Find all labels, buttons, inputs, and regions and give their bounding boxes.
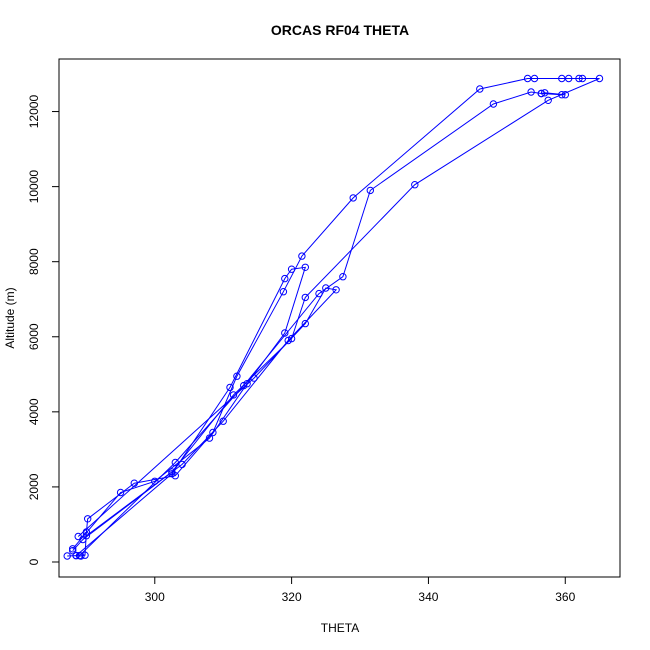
data-point-0-3 bbox=[81, 551, 89, 559]
data-point-3-0 bbox=[75, 551, 84, 560]
data-point-0-26 bbox=[168, 468, 176, 476]
data-point-0-21 bbox=[544, 96, 552, 105]
data-point-3-10 bbox=[561, 91, 569, 99]
data-point-0-23 bbox=[301, 293, 309, 302]
data-point-0-16 bbox=[558, 74, 566, 83]
data-point-2-6 bbox=[219, 417, 227, 425]
x-tick-label-1: 320 bbox=[282, 590, 302, 604]
series-line-1 bbox=[72, 266, 307, 556]
x-axis: 300 320 340 360 bbox=[145, 577, 576, 604]
data-point-0-8 bbox=[209, 428, 217, 437]
y-tick-label-6: 12000 bbox=[27, 95, 41, 129]
data-point-0-14 bbox=[523, 74, 532, 83]
data-point-0-17 bbox=[565, 74, 573, 83]
x-tick-label-3: 360 bbox=[555, 590, 575, 604]
data-point-2-1 bbox=[250, 374, 258, 382]
data-point-1-6 bbox=[301, 263, 309, 271]
data-point-0-18 bbox=[575, 74, 583, 83]
data-point-0-28 bbox=[69, 547, 77, 555]
y-tick-label-1: 2000 bbox=[27, 473, 41, 500]
y-axis-label: Altitude (m) bbox=[3, 287, 17, 348]
data-point-3-6 bbox=[489, 100, 498, 108]
data-point-3-5 bbox=[366, 186, 374, 195]
data-point-0-11 bbox=[298, 252, 306, 260]
y-tick-label-4: 8000 bbox=[27, 248, 41, 275]
data-point-2-2 bbox=[301, 319, 309, 328]
data-point-0-10 bbox=[279, 288, 288, 296]
data-point-3-1 bbox=[171, 458, 180, 467]
data-point-0-15 bbox=[530, 74, 539, 83]
data-point-1-11 bbox=[72, 551, 80, 560]
y-axis: 0 2000 4000 6000 8000 10000 12000 bbox=[27, 95, 59, 565]
data-point-0-25 bbox=[229, 391, 238, 399]
data-point-1-7 bbox=[287, 265, 296, 273]
y-tick-label-2: 4000 bbox=[27, 398, 41, 425]
data-point-0-19 bbox=[578, 74, 587, 83]
y-tick-label-5: 10000 bbox=[27, 170, 41, 204]
data-point-3-2 bbox=[240, 381, 248, 390]
x-axis-label: THETA bbox=[321, 621, 359, 635]
data-point-3-7 bbox=[527, 88, 535, 96]
x-tick-label-2: 340 bbox=[418, 590, 438, 604]
y-tick-label-3: 6000 bbox=[27, 323, 41, 350]
data-point-2-3 bbox=[322, 284, 330, 292]
chart-title: ORCAS RF04 THETA bbox=[271, 22, 409, 38]
data-point-3-3 bbox=[315, 289, 323, 298]
data-point-0-22 bbox=[411, 181, 419, 189]
data-point-3-4 bbox=[339, 273, 347, 281]
x-tick-label-0: 300 bbox=[145, 590, 165, 604]
data-point-1-5 bbox=[281, 329, 289, 337]
data-point-3-12 bbox=[537, 89, 545, 98]
data-point-1-1 bbox=[116, 488, 125, 497]
data-point-1-10 bbox=[168, 470, 176, 478]
data-point-1-0 bbox=[69, 545, 77, 553]
y-tick-label-0: 0 bbox=[27, 558, 41, 565]
data-point-0-20 bbox=[595, 74, 604, 83]
data-point-3-11 bbox=[541, 89, 549, 97]
data-point-0-12 bbox=[349, 194, 357, 202]
series-group bbox=[63, 74, 604, 560]
data-point-2-5 bbox=[284, 336, 292, 345]
data-point-0-13 bbox=[476, 85, 484, 93]
data-point-2-8 bbox=[79, 535, 87, 544]
series-line-0 bbox=[67, 78, 600, 557]
plot-frame bbox=[58, 58, 621, 578]
data-point-0-5 bbox=[84, 515, 92, 523]
data-point-2-4 bbox=[332, 286, 340, 294]
data-point-3-9 bbox=[558, 91, 566, 99]
data-point-1-9 bbox=[226, 383, 234, 392]
data-point-1-8 bbox=[281, 274, 289, 283]
data-point-2-7 bbox=[178, 460, 186, 469]
data-point-0-0 bbox=[63, 552, 71, 560]
series-line-2 bbox=[77, 287, 338, 540]
